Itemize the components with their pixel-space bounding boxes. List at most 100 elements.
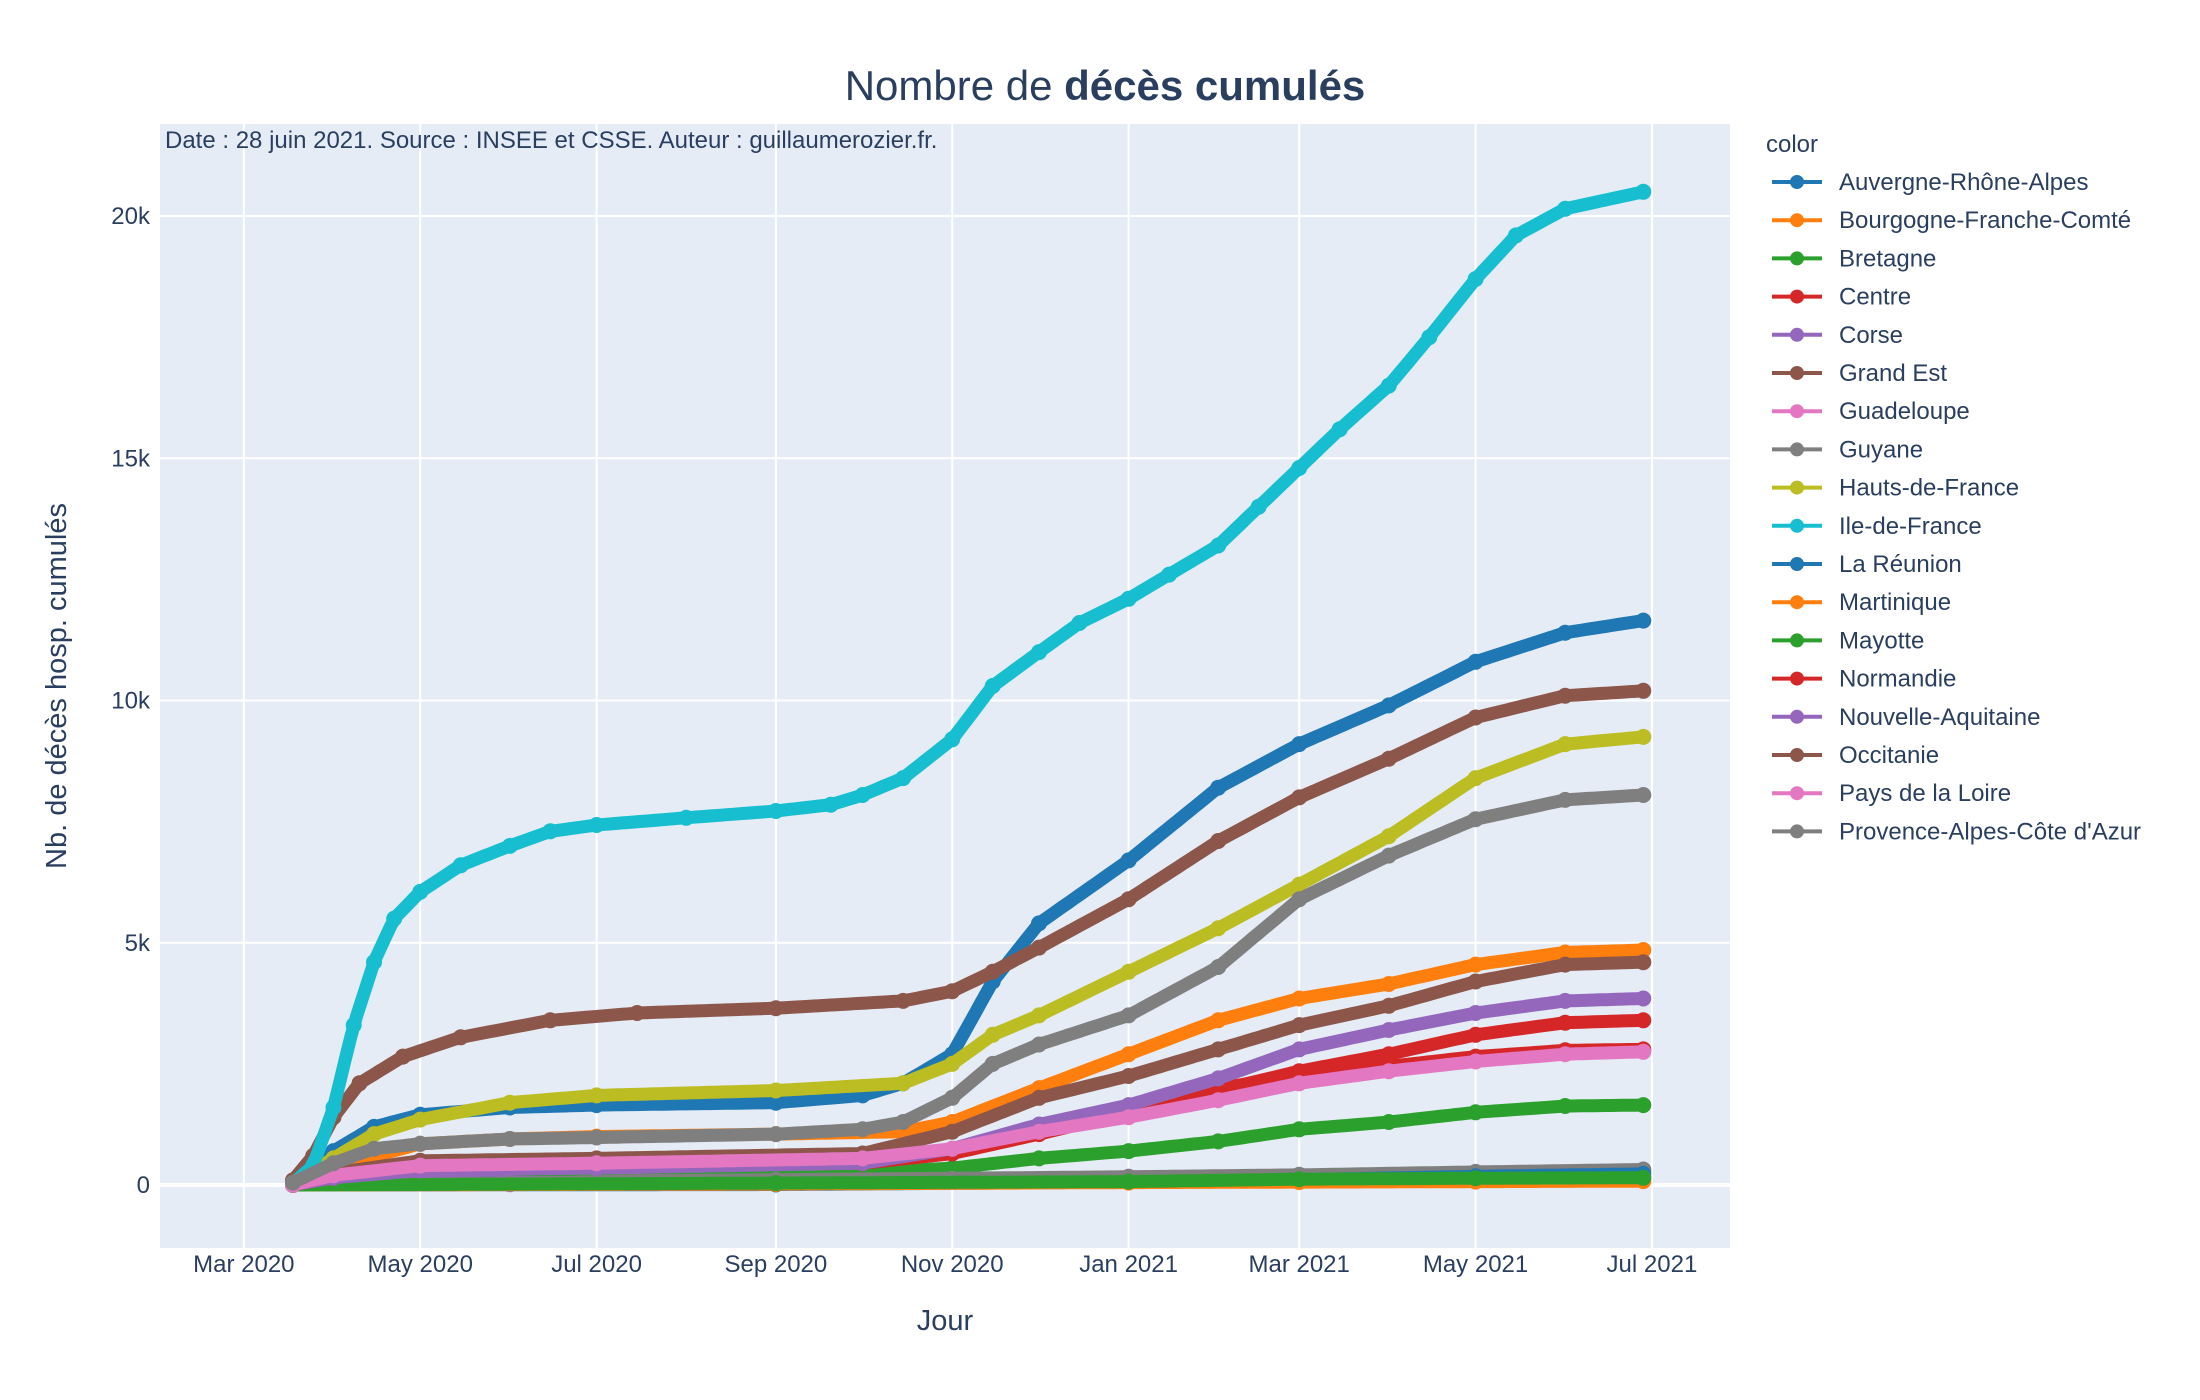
series-point	[1635, 990, 1652, 1007]
series-point	[1557, 200, 1574, 217]
series-point	[767, 1082, 784, 1099]
series-point	[984, 1055, 1001, 1072]
legend-label: Hauts-de-France	[1839, 475, 2019, 502]
legend-item: Normandie	[1772, 666, 1956, 693]
series-point	[767, 1000, 784, 1017]
x-tick-label: Jul 2021	[1607, 1251, 1698, 1278]
series-point	[1508, 227, 1524, 244]
series-point	[501, 1094, 518, 1111]
legend-item: Corse	[1772, 322, 1903, 349]
series-point	[412, 1135, 429, 1152]
series-point	[1635, 942, 1652, 958]
legend-label: Guadeloupe	[1839, 398, 1970, 425]
series-point	[895, 770, 912, 787]
y-tick-label: 20k	[111, 203, 151, 230]
series-point	[1467, 770, 1484, 787]
series-point	[325, 1099, 342, 1116]
x-tick-label: May 2020	[368, 1251, 473, 1278]
series-point	[1291, 460, 1308, 476]
series-point	[984, 1026, 1001, 1043]
y-tick-label: 0	[137, 1172, 150, 1199]
series-point	[944, 1055, 961, 1072]
legend-item: Mayotte	[1772, 627, 1924, 654]
series-point	[944, 1140, 961, 1157]
series-point	[944, 983, 961, 1000]
series-point	[1031, 1150, 1047, 1167]
series-point	[1557, 687, 1574, 704]
series-provence-alpes-c-te-d-azur	[285, 787, 1652, 1191]
legend-swatch-marker	[1790, 709, 1804, 724]
series-point	[1635, 1097, 1652, 1114]
x-tick-label: Sep 2020	[724, 1251, 827, 1278]
series-point	[1380, 1114, 1397, 1130]
series-point	[854, 1150, 871, 1167]
series-point	[1291, 990, 1308, 1007]
series-point	[1467, 1005, 1484, 1021]
series-point	[1120, 1068, 1137, 1084]
legend-label: Normandie	[1839, 666, 1956, 693]
series-point	[1210, 1092, 1227, 1109]
series-point	[1380, 1022, 1397, 1038]
series-point	[1635, 728, 1652, 745]
series-point	[501, 837, 518, 854]
legend-item: Provence-Alpes-Côte d'Azur	[1772, 818, 2141, 845]
series-point	[1120, 1046, 1137, 1063]
series-point	[1210, 779, 1227, 796]
series-point	[345, 1017, 362, 1034]
legend-swatch-marker	[1790, 366, 1804, 380]
series-point	[1210, 1070, 1227, 1087]
chart-title: Nombre de décès cumulés	[845, 62, 1366, 109]
series-point	[452, 1029, 469, 1046]
series-point	[1291, 789, 1308, 806]
x-tick-label: Jan 2021	[1079, 1251, 1178, 1278]
series-point	[1467, 811, 1484, 828]
legend-swatch-marker	[1790, 633, 1804, 648]
series-point	[1291, 1121, 1308, 1138]
legend-item: Auvergne-Rhône-Alpes	[1772, 169, 2088, 196]
x-tick-label: May 2021	[1423, 1251, 1528, 1278]
legend-label: Occitanie	[1839, 742, 1939, 769]
series-point	[1635, 183, 1652, 200]
series-point	[944, 1089, 961, 1106]
series-point	[1120, 590, 1137, 607]
series-point	[984, 963, 1001, 980]
legend-label: Provence-Alpes-Côte d'Azur	[1839, 818, 2141, 845]
svg-text:Nombre de décès cumulés: Nombre de décès cumulés	[845, 62, 1366, 109]
y-axis-title: Nb. de décès hosp. cumulés	[41, 503, 73, 869]
series-point	[366, 954, 382, 971]
legend-items: Auvergne-Rhône-Alpes Bourgogne-Franche-Co…	[1772, 169, 2141, 845]
series-point	[1120, 1143, 1137, 1160]
series-point	[1031, 939, 1047, 956]
series-point	[501, 1131, 518, 1147]
series-point	[1120, 852, 1137, 869]
series-point	[588, 1087, 605, 1104]
series-point	[1291, 736, 1308, 753]
series-point	[854, 1121, 871, 1138]
series-point	[1557, 624, 1574, 641]
series-point	[1250, 498, 1267, 515]
series-point	[1120, 963, 1137, 980]
series-point	[1380, 1046, 1397, 1063]
series-point	[629, 1005, 646, 1021]
x-axis-ticks: Mar 2020 May 2020 Jul 2020 Sep 2020 Nov 2020…	[193, 1251, 1697, 1278]
series-point	[1210, 537, 1227, 554]
series-point	[1635, 1012, 1652, 1029]
series-point	[1467, 973, 1484, 990]
series-point	[1421, 329, 1438, 346]
series-point	[1380, 997, 1397, 1014]
series-point	[767, 1094, 784, 1111]
series-point	[1291, 1171, 1308, 1188]
legend-swatch-marker	[1790, 327, 1804, 342]
legend-label: Ile-de-France	[1839, 513, 1982, 540]
series-point	[1031, 915, 1047, 932]
y-axis-ticks: 0 5k 10k 15k 20k	[111, 203, 151, 1199]
series-point	[1380, 847, 1397, 864]
legend-item: Guadeloupe	[1772, 398, 1970, 425]
legend-label: Mayotte	[1839, 627, 1924, 654]
series-line	[286, 186, 1647, 1191]
series-point	[1210, 1041, 1227, 1058]
series-point	[351, 1075, 368, 1092]
series-point	[1210, 1012, 1227, 1029]
series-point	[1467, 1104, 1484, 1121]
series-point	[325, 1155, 342, 1172]
